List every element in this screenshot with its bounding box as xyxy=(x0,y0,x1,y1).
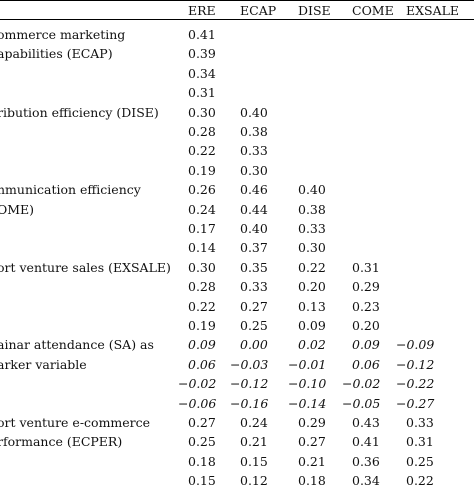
row-label: ort venture sales (EXSALE) xyxy=(0,259,171,275)
table-cell: 0.36 xyxy=(352,453,380,469)
table-cell: 0.22 xyxy=(188,298,216,314)
table-cell: 0.29 xyxy=(298,415,326,430)
table-cell: −0.27 xyxy=(396,395,435,411)
table-cell: 0.31 xyxy=(406,434,434,450)
table-cell: 0.22 xyxy=(188,143,216,159)
table-cell: 0.37 xyxy=(240,240,268,256)
header-ere: ERE xyxy=(188,3,216,18)
table-cell: 0.26 xyxy=(188,182,216,198)
table-cell: −0.10 xyxy=(288,376,327,392)
header-rule xyxy=(0,19,474,20)
row-label: apabilities (ECAP) xyxy=(0,46,113,62)
table-cell: 0.41 xyxy=(352,434,380,450)
table-cell: 0.25 xyxy=(188,434,216,450)
row-label: OME) xyxy=(0,201,35,217)
table-cell: −0.06 xyxy=(178,395,217,411)
table-cell: 0.27 xyxy=(298,434,326,450)
table-cell: 0.35 xyxy=(240,259,268,275)
table-cell: −0.12 xyxy=(230,376,269,392)
header-dise: DISE xyxy=(298,3,331,18)
table-cell: 0.00 xyxy=(240,337,268,353)
table-cell: 0.15 xyxy=(240,453,268,469)
table-cell: −0.01 xyxy=(288,356,327,372)
row-label: ort venture e-commerce xyxy=(0,415,151,430)
table-cell: −0.16 xyxy=(230,395,269,411)
table-cell: 0.13 xyxy=(298,298,326,314)
row-label: nmunication efficiency xyxy=(0,182,141,198)
table-cell: 0.30 xyxy=(298,240,326,256)
header-ecap: ECAP xyxy=(240,3,277,18)
table-cell: 0.09 xyxy=(298,318,326,333)
table-cell: 0.38 xyxy=(298,201,326,217)
table-cell: −0.03 xyxy=(230,356,269,372)
table-cell: 0.40 xyxy=(240,221,268,236)
table-cell: 0.21 xyxy=(240,434,268,450)
table-cell: 0.20 xyxy=(352,318,380,333)
table-cell: 0.24 xyxy=(240,415,268,430)
table-cell: 0.27 xyxy=(240,298,268,314)
table-cell: 0.12 xyxy=(240,473,268,488)
table-cell: 0.19 xyxy=(188,318,216,333)
table-cell: 0.02 xyxy=(298,337,326,353)
table-cell: −0.22 xyxy=(396,376,435,392)
table-cell: 0.09 xyxy=(352,337,380,353)
table-cell: 0.46 xyxy=(240,182,268,198)
table-cell: 0.06 xyxy=(188,356,216,372)
table-cell: 0.40 xyxy=(298,182,326,198)
table-cell: 0.33 xyxy=(298,221,326,236)
row-label: ainar attendance (SA) as xyxy=(0,337,154,353)
table-cell: 0.34 xyxy=(188,65,216,81)
table-cell: 0.20 xyxy=(298,279,326,295)
table-cell: 0.30 xyxy=(240,162,268,178)
table-cell: −0.09 xyxy=(396,337,435,353)
table-cell: 0.30 xyxy=(188,104,216,120)
top-rule xyxy=(0,0,474,1)
row-label: ommerce marketing xyxy=(0,27,126,42)
table-cell: 0.30 xyxy=(188,259,216,275)
table-cell: 0.43 xyxy=(352,415,380,430)
table-cell: −0.02 xyxy=(342,376,381,392)
table-cell: 0.27 xyxy=(188,415,216,430)
row-label: arker variable xyxy=(0,356,87,372)
table-cell: 0.21 xyxy=(298,453,326,469)
table-cell: −0.12 xyxy=(396,356,435,372)
header-exsale: EXSALE xyxy=(406,3,460,18)
table-cell: 0.17 xyxy=(188,221,216,236)
table-cell: 0.40 xyxy=(240,104,268,120)
table-cell: −0.02 xyxy=(178,376,217,392)
table-cell: 0.09 xyxy=(188,337,216,353)
row-label: rformance (ECPER) xyxy=(0,434,123,450)
table-cell: −0.05 xyxy=(342,395,381,411)
table-cell: 0.22 xyxy=(298,259,326,275)
table-cell: 0.34 xyxy=(352,473,380,488)
table-cell: 0.28 xyxy=(188,279,216,295)
table-cell: 0.25 xyxy=(406,453,434,469)
table-cell: 0.23 xyxy=(352,298,380,314)
table-cell: 0.29 xyxy=(352,279,380,295)
table-cell: 0.18 xyxy=(298,473,326,488)
table-cell: 0.18 xyxy=(188,453,216,469)
header-come: COME xyxy=(352,3,394,18)
table-cell: 0.33 xyxy=(240,279,268,295)
table-cell: 0.15 xyxy=(188,473,216,488)
table-cell: 0.44 xyxy=(240,201,268,217)
table-cell: 0.24 xyxy=(188,201,216,217)
table-cell: 0.39 xyxy=(188,46,216,62)
row-label: ribution efficiency (DISE) xyxy=(0,104,159,120)
table-cell: 0.33 xyxy=(240,143,268,159)
table-cell: 0.41 xyxy=(188,27,216,42)
table-cell: 0.22 xyxy=(406,473,434,488)
table-cell: 0.31 xyxy=(352,259,380,275)
table-cell: −0.14 xyxy=(288,395,327,411)
table-cell: 0.33 xyxy=(406,415,434,430)
table-cell: 0.38 xyxy=(240,124,268,139)
table-cell: 0.25 xyxy=(240,318,268,333)
table-cell: 0.19 xyxy=(188,162,216,178)
table-cell: 0.14 xyxy=(188,240,216,256)
table-cell: 0.06 xyxy=(352,356,380,372)
table-cell: 0.31 xyxy=(188,85,216,101)
table-cell: 0.28 xyxy=(188,124,216,139)
